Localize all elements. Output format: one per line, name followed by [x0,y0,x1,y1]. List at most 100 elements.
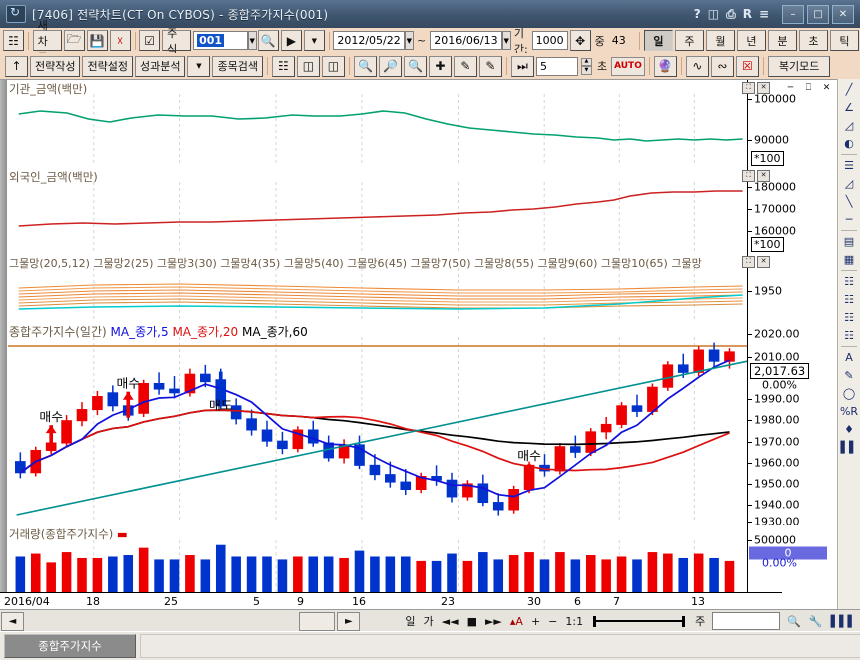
performance-analysis-button[interactable]: 성과분석 [134,55,186,77]
grid-icon[interactable]: ☷ [3,30,25,51]
wrench-icon[interactable]: 🔧 [808,614,823,628]
panel-handle-institution[interactable] [0,80,7,168]
minimize-button[interactable]: – [782,4,804,24]
zoom-out-icon[interactable]: 🔍 [353,55,377,77]
date-to-input[interactable]: 2016/06/13 [430,31,502,50]
pitchfork-icon[interactable]: ♦ [844,423,854,436]
rewind-icon[interactable]: ◄◄ [441,614,459,628]
panel-close-icon[interactable]: ✕ [757,256,770,268]
ratio-label[interactable]: 1:1 [565,614,584,628]
zoom-out-minus-icon[interactable]: − [548,614,558,628]
replay-count-spinner[interactable]: ▲ ▼ [580,57,592,75]
delete-indicator-icon[interactable]: ☒ [735,55,759,77]
panel-mini-buttons-foreigner[interactable]: ⛶ ✕ [742,170,770,182]
hscroll-thumb[interactable] [299,611,336,631]
magic-zoom-icon[interactable]: 🔮 [653,55,677,77]
replay-count-input[interactable]: 5 [535,56,578,76]
fan-icon[interactable]: ◿ [844,119,854,132]
fib-d-icon[interactable]: ☷ [844,311,854,324]
list-menu-icon[interactable]: ≡ [758,7,769,21]
maximize-button[interactable]: □ [807,4,829,24]
day-toggle[interactable]: 일 [405,615,416,628]
replay-step-icon[interactable]: ⏭ [510,55,534,77]
panel-price[interactable]: 종합주가지수(일간) MA_종가,5 MA_종가,20 MA_종가,60 [0,322,838,528]
stop-icon[interactable]: ■ [466,614,477,628]
checkbox-icon[interactable]: ☑ [139,30,161,51]
bars-icon[interactable]: ▌▌ [840,441,858,454]
chart-autoscale-icon[interactable]: ▴A [509,614,523,628]
delete-chart-icon[interactable]: ☓ [109,30,131,51]
split-vertical-icon[interactable]: ◫ [296,55,320,77]
unit-button-minute[interactable]: 분 [767,30,797,51]
zoom-in-icon[interactable]: 🔎 [378,55,402,77]
scroll-left-button[interactable]: ◄ [1,611,24,631]
date-from-dropdown-icon[interactable]: ▼ [404,31,414,50]
step-icon[interactable]: ✥ [569,30,591,51]
strategy-write-button[interactable]: 전략작성 [30,55,81,77]
market-type-button[interactable]: 주식 [162,27,192,56]
panel-maximize-icon[interactable]: ⎕ [805,83,812,93]
panel-close-icon[interactable]: ✕ [757,170,770,182]
panel-close-icon[interactable]: ✕ [757,82,770,94]
play-icon[interactable]: ▶ [280,30,302,51]
panel-mini-buttons-netgrid[interactable]: ⛶ ✕ [742,256,770,268]
fib-icon[interactable]: ☷ [844,275,854,288]
window-dock-icon[interactable]: ◫ [707,7,720,21]
taskbar-tab-kospi[interactable]: 종합주가지수 [4,634,136,658]
panel-restore-icon[interactable]: ⛶ [742,82,755,94]
zoom-slider[interactable] [591,614,687,628]
percent-r-icon[interactable]: %R [839,405,859,418]
panel-handle-price[interactable] [0,322,7,525]
zoom-region-icon[interactable]: 🔍 [403,55,427,77]
hline-icon[interactable]: ─ [845,213,853,226]
replay-mode-button[interactable]: 복기모드 [767,55,831,77]
panel-foreigner[interactable]: 외국인_금액(백만) ⛶ ✕ 180000 [0,168,838,255]
scroll-right-button[interactable]: ► [337,611,361,631]
unit-button-week[interactable]: 주 [674,30,704,51]
symbol-dropdown-icon[interactable]: ▼ [247,31,257,50]
panel-handle-volume[interactable] [0,525,7,610]
unit-button-tick[interactable]: 틱 [829,30,859,51]
r-icon[interactable]: R [742,7,752,21]
date-to-dropdown-icon[interactable]: ▼ [501,31,511,50]
up-arrow-icon[interactable]: ↑ [5,55,28,77]
panel-minimize-icon[interactable]: ─ [787,83,794,93]
date-from-input[interactable]: 2012/05/22 [333,31,405,50]
panel-restore-icon[interactable]: ⛶ [742,170,755,182]
fan2-icon[interactable]: ◿ [844,177,854,190]
fib-r-icon[interactable]: ☷ [844,293,854,306]
line-icon[interactable]: ╱ [845,83,853,96]
panel-close2-icon[interactable]: ✕ [822,83,831,93]
crosshair-icon[interactable]: ✚ [428,55,452,77]
symbol-code-input[interactable]: 001 [193,31,248,50]
unit-button-second[interactable]: 초 [798,30,828,51]
note-icon[interactable]: ✎ [844,369,854,382]
price-toggle[interactable]: 가 [423,615,434,628]
wave-icon[interactable]: ∾ [710,55,734,77]
help-icon[interactable]: ? [693,7,701,21]
week-label[interactable]: 주 [695,615,706,628]
point-line-icon[interactable]: ╲ [845,195,853,208]
spiral-icon[interactable]: ◐ [844,137,854,150]
panel-net-grid[interactable]: 그물망(20,5,12) 그물망2(25) 그물망3(30) 그물망4(35) … [0,254,838,323]
indicator-icon[interactable]: ∿ [685,55,709,77]
edit-icon[interactable]: ✎ [478,55,502,77]
tile-icon[interactable]: ☷ [271,55,295,77]
folder-open-icon[interactable]: 🗁 [63,30,85,51]
new-chart-button[interactable]: 새차트 [32,19,62,64]
bars-icon[interactable]: ▌▌▌ [830,614,856,628]
panel-restore-icon[interactable]: ⛶ [742,256,755,268]
fib-e-icon[interactable]: ☷ [844,329,854,342]
eraser-icon[interactable]: ✎ [453,55,477,77]
grid-lines-icon[interactable]: ▦ [843,253,855,266]
auto-badge[interactable]: AUTO [611,56,645,76]
panel-handle-foreigner[interactable] [0,168,7,254]
unit-button-month[interactable]: 월 [705,30,735,51]
status-input[interactable] [712,612,781,630]
hatch-icon[interactable]: ☰ [844,159,854,172]
search-icon[interactable]: 🔍 [787,614,801,628]
panel-handle-netgrid[interactable] [0,254,7,322]
performance-dropdown-icon[interactable]: ▼ [187,55,211,77]
angle-icon[interactable]: ∠ [844,101,854,114]
split-horizontal-icon[interactable]: ◫ [321,55,345,77]
